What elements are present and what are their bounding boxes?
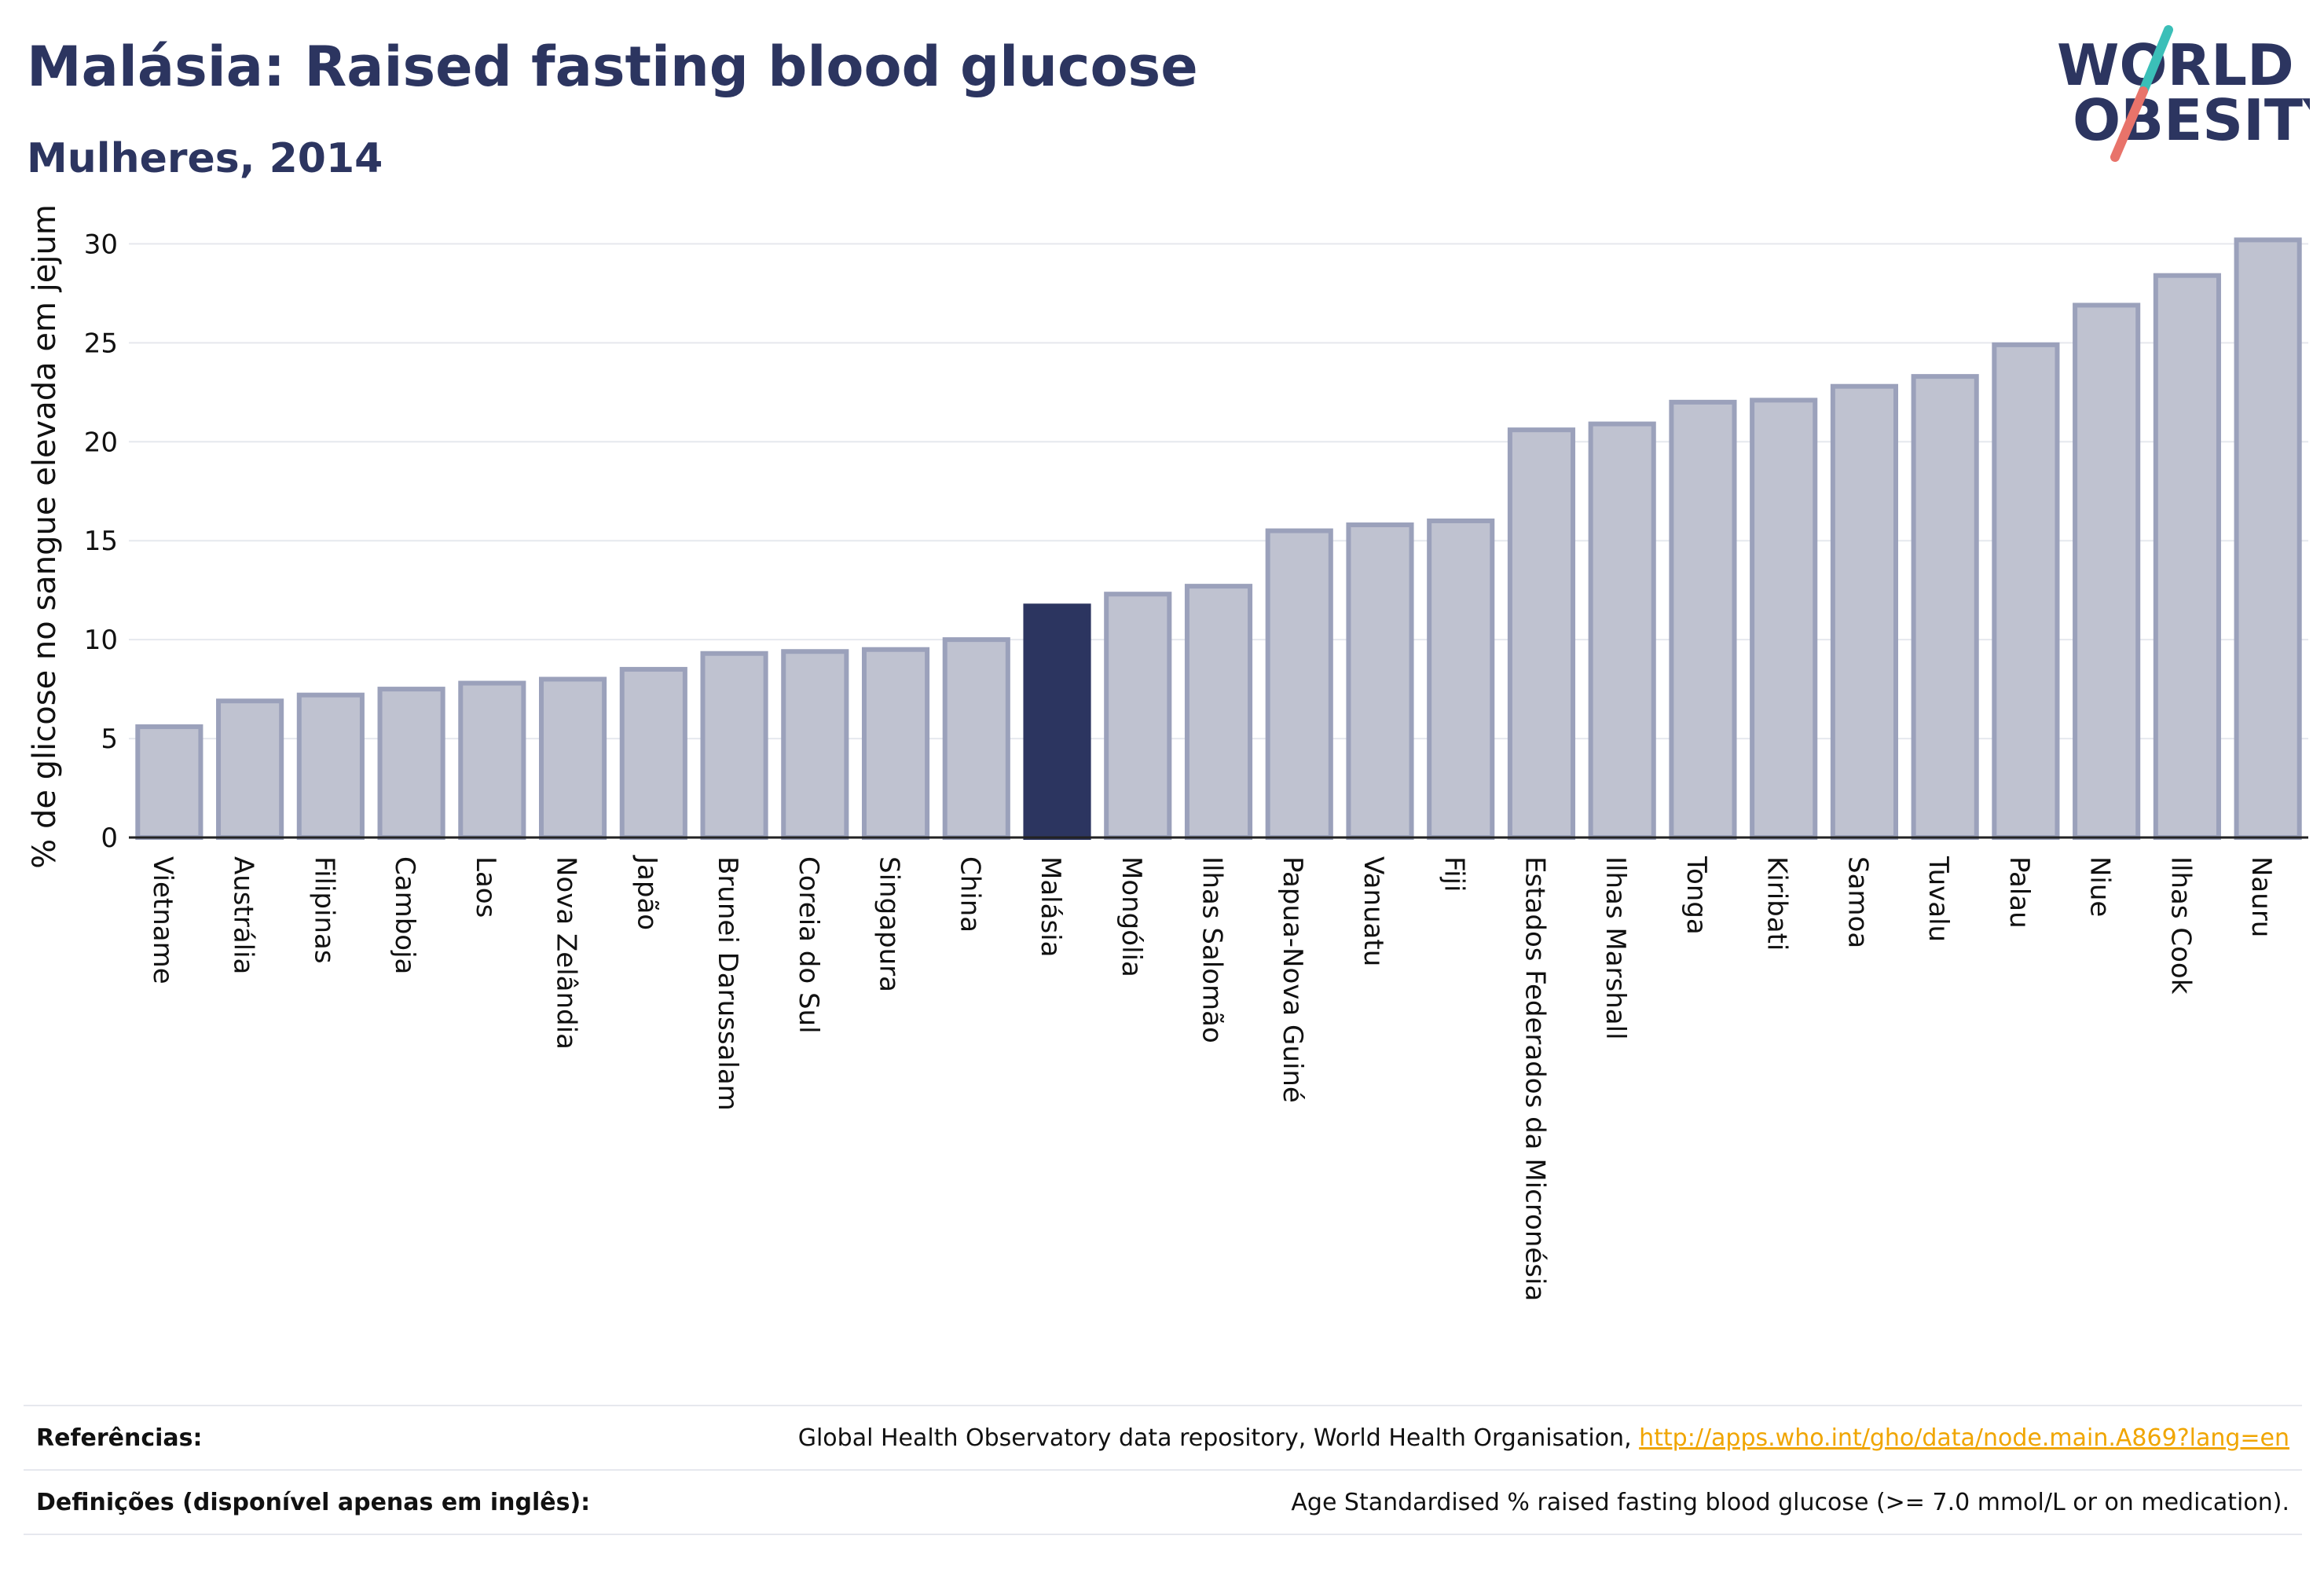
x-tick-label: Laos <box>470 856 501 918</box>
bar <box>296 692 365 841</box>
bar <box>1104 592 1172 840</box>
x-tick-label: Malásia <box>1035 856 1066 957</box>
bar <box>539 676 607 840</box>
x-tick-label: Niue <box>2084 856 2116 917</box>
bar <box>1992 342 2060 840</box>
bar <box>1669 399 1737 840</box>
x-tick-label: China <box>954 856 985 933</box>
bar <box>2234 237 2302 840</box>
x-tick-label: Estados Federados da Micronésia <box>1519 856 1550 1301</box>
bar <box>2073 302 2141 840</box>
bar <box>216 698 284 840</box>
x-tick-label: Tonga <box>1681 856 1712 935</box>
x-tick-label: Coreia do Sul <box>793 856 824 1034</box>
x-tick-label: Papua-Nova Guiné <box>1277 856 1308 1103</box>
chart-subtitle: Mulheres, 2014 <box>27 135 383 182</box>
x-tick-label: Mongólia <box>1116 856 1147 977</box>
x-tick-label: Nova Zelândia <box>551 856 582 1050</box>
bar <box>1023 603 1091 841</box>
logo-slash-teal <box>2139 25 2173 96</box>
x-tick-label: Palau <box>2003 856 2035 929</box>
x-tick-label: Kiribati <box>1761 856 1793 951</box>
definitions-label: Definições (disponível apenas em inglês)… <box>36 1488 591 1516</box>
bar <box>1911 374 1979 841</box>
y-tick-label: 20 <box>84 427 118 458</box>
bar <box>1346 522 1414 840</box>
logo-line-2: OBESITY <box>2073 87 2310 153</box>
chart-title: Malásia: Raised fasting blood glucose <box>27 35 1198 99</box>
bar <box>458 680 526 840</box>
bar <box>1750 398 1818 840</box>
x-tick-label: Japão <box>631 855 662 930</box>
bar <box>2153 273 2221 840</box>
x-tick-label: Vietname <box>147 856 178 984</box>
y-tick-label: 5 <box>101 724 118 755</box>
x-tick-label: Camboja <box>389 856 420 974</box>
bar <box>619 666 687 840</box>
logo-slash-coral <box>2110 86 2148 162</box>
x-tick-label: Brunei Darussalam <box>712 856 743 1111</box>
y-tick-label: 15 <box>84 526 118 557</box>
references-value: Global Health Observatory data repositor… <box>798 1424 2289 1452</box>
y-tick-label: 25 <box>84 328 118 359</box>
definitions-text: Age Standardised % raised fasting blood … <box>1291 1488 2289 1516</box>
logo-line-1: WORLD <box>2057 32 2294 98</box>
references-label: Referências: <box>36 1424 203 1452</box>
bar <box>377 687 445 840</box>
bars <box>135 237 2302 841</box>
x-tick-label: Fiji <box>1439 856 1470 892</box>
x-tick-label: Tuvalu <box>1923 856 1954 942</box>
x-tick-label: Nauru <box>2245 856 2277 937</box>
bar <box>1265 528 1333 840</box>
bar <box>135 724 203 841</box>
x-tick-label: Ilhas Cook <box>2165 856 2196 995</box>
y-tick-label: 10 <box>84 625 118 656</box>
bar <box>1588 421 1656 840</box>
bar <box>781 649 849 840</box>
x-tick-label: Ilhas Salomão <box>1197 856 1228 1043</box>
y-axis-label: % de glicose no sangue elevada em jejum <box>27 204 63 869</box>
bar-chart: 0 5 10 15 20 25 30 Vietname Austrália Filipinas C… <box>27 204 2308 1301</box>
x-axis-labels: Vietname Austrália Filipinas Camboja Laos Nov… <box>147 855 2277 1301</box>
y-axis-ticks: 0 5 10 15 20 25 30 <box>84 229 118 854</box>
bar <box>1427 519 1495 840</box>
bar <box>861 647 930 840</box>
x-tick-label: Austrália <box>228 856 259 974</box>
x-tick-label: Filipinas <box>308 856 339 964</box>
x-tick-label: Singapura <box>874 856 905 992</box>
bar <box>942 637 1010 840</box>
definitions-row: Definições (disponível apenas em inglês)… <box>24 1469 2302 1535</box>
world-obesity-logo: WORLD OBESITY <box>2057 25 2310 162</box>
x-tick-label: Samoa <box>1842 856 1873 948</box>
bar <box>1830 383 1898 841</box>
references-row: Referências: Global Health Observatory d… <box>24 1405 2302 1469</box>
bar <box>1184 584 1253 841</box>
bar <box>700 651 768 840</box>
references-text: Global Health Observatory data repositor… <box>797 1424 1640 1452</box>
y-tick-label: 30 <box>84 229 118 260</box>
x-tick-label: Vanuatu <box>1358 856 1389 966</box>
references-link[interactable]: http://apps.who.int/gho/data/node.main.A… <box>1639 1424 2289 1452</box>
footer: Referências: Global Health Observatory d… <box>24 1405 2302 1535</box>
y-tick-label: 0 <box>101 823 118 854</box>
bar <box>1507 427 1576 840</box>
x-tick-label: Ilhas Marshall <box>1600 856 1631 1040</box>
